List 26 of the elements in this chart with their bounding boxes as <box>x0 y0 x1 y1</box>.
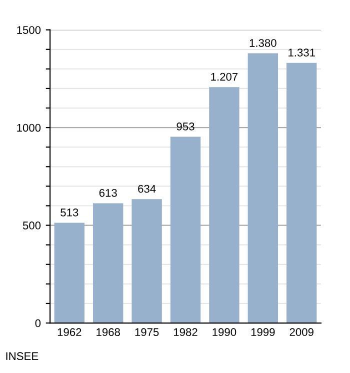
text: INSEE <box>6 352 38 360</box>
bar <box>93 203 124 324</box>
bar <box>209 87 240 324</box>
data-label: 613 <box>99 188 117 197</box>
data-label: 1.207 <box>211 72 238 81</box>
x-tick-label: 1999 <box>251 328 275 336</box>
x-tick-label: 1990 <box>212 328 236 336</box>
x-tick-label: 1982 <box>174 328 198 336</box>
y-tick-label: 500 <box>22 222 41 230</box>
bar <box>170 136 201 324</box>
x-tick-label: 2009 <box>290 328 314 336</box>
y-tick-label: 0 <box>35 319 41 328</box>
data-label: 1.380 <box>250 39 276 47</box>
y-tick-label: 1000 <box>17 124 41 132</box>
bar <box>286 62 317 324</box>
y-tick-label: 1500 <box>17 26 41 34</box>
x-tick-label: 1962 <box>58 328 82 336</box>
data-label: 513 <box>60 208 78 216</box>
data-label: 1.331 <box>288 48 315 57</box>
data-label: 953 <box>176 122 194 130</box>
bar <box>132 199 162 324</box>
x-tick-label: 1975 <box>135 328 159 336</box>
data-label: 634 <box>138 184 156 193</box>
bar <box>248 53 278 324</box>
bar <box>54 222 84 324</box>
x-tick-label: 1968 <box>96 328 120 336</box>
